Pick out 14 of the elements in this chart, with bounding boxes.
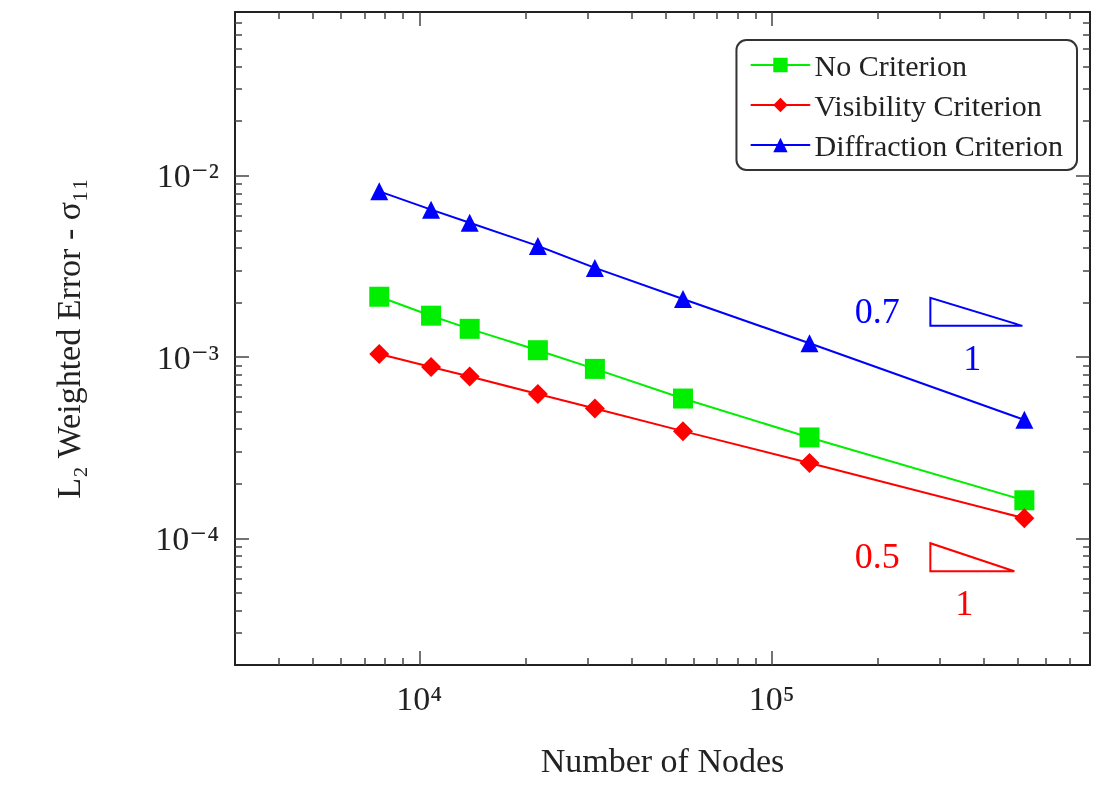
annotation: 1 xyxy=(955,583,974,624)
x-tick-label: 10⁴ xyxy=(396,679,443,717)
y-tick-label: 10⁻² xyxy=(156,157,219,195)
annotation: 0.5 xyxy=(854,536,900,577)
x-tick-label: 10⁵ xyxy=(748,679,795,717)
legend-label: Visibility Criterion xyxy=(814,88,1042,122)
x-axis-title: Number of Nodes xyxy=(540,741,785,779)
annotation: 0.7 xyxy=(854,290,900,331)
y-tick-label: 10⁻³ xyxy=(156,338,219,376)
legend-label: Diffraction Criterion xyxy=(814,128,1064,162)
y-tick-label: 10⁻⁴ xyxy=(155,519,219,557)
y-axis-title: L₂ Weighted Error - σ₁₁ xyxy=(49,178,87,499)
annotation: 1 xyxy=(963,337,982,378)
legend-label: No Criterion xyxy=(814,48,967,82)
